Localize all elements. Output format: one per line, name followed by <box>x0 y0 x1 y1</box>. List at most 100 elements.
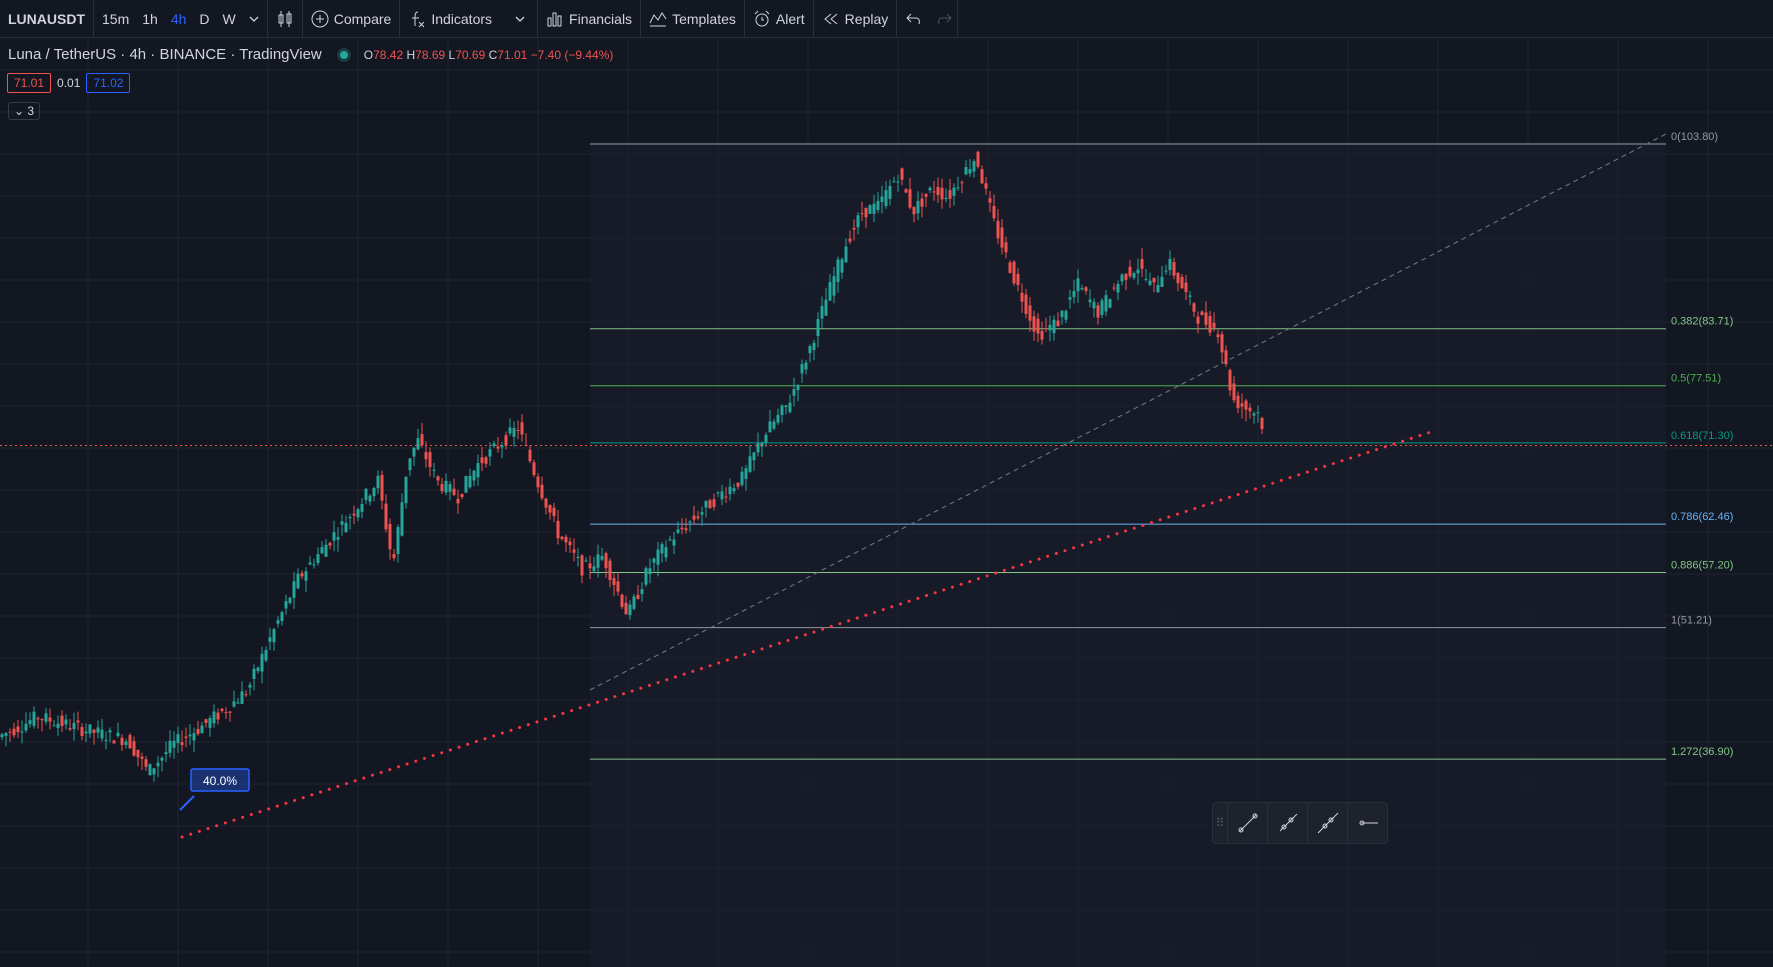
candle-body <box>432 469 436 471</box>
candle-body <box>68 728 72 730</box>
interval-D[interactable]: D <box>199 10 210 27</box>
candle-body <box>968 169 972 174</box>
drag-handle-icon[interactable]: ⠿ <box>1215 816 1225 830</box>
spread-value: 0.01 <box>57 76 81 90</box>
divider <box>93 0 94 38</box>
candle-body <box>540 484 544 499</box>
candle-body <box>404 476 408 504</box>
candle-body <box>1108 299 1112 308</box>
candle-body <box>572 549 576 553</box>
indicators-collapse-button[interactable]: ⌄ 3 <box>8 102 41 120</box>
candle-body <box>1028 305 1032 321</box>
candle-body <box>360 503 364 512</box>
legend-title[interactable]: Luna / TetherUS · 4h · BINANCE · Trading… <box>8 46 322 63</box>
candle-body <box>252 668 256 679</box>
candle-body <box>1192 303 1196 312</box>
interval-W[interactable]: W <box>222 10 236 27</box>
candle-body <box>508 427 512 434</box>
candle-body <box>176 734 180 744</box>
candle-body <box>196 728 200 734</box>
candle-body <box>940 187 944 200</box>
ray-tool-button[interactable] <box>1267 803 1307 843</box>
candle-body <box>1104 295 1108 312</box>
templates-button[interactable]: Templates <box>641 0 744 38</box>
fib-level-label: 1(51.21) <box>1671 615 1712 627</box>
candle-body <box>1060 310 1064 318</box>
candle-body <box>88 724 92 734</box>
replay-button[interactable]: Replay <box>814 0 897 38</box>
plus-circle-icon <box>311 10 329 28</box>
candle-body <box>708 500 712 509</box>
candle-body <box>236 702 240 704</box>
divider <box>957 0 959 38</box>
interval-4h[interactable]: 4h <box>170 10 187 27</box>
candle-body <box>356 509 360 518</box>
candle-body <box>172 740 176 748</box>
chevron-down-icon[interactable] <box>511 10 529 28</box>
redo-button[interactable] <box>931 0 957 38</box>
undo-button[interactable] <box>897 0 931 38</box>
indicators-button[interactable]: Indicators <box>400 0 537 38</box>
candle-body <box>116 732 120 737</box>
alert-label: Alert <box>775 10 805 27</box>
fib-level-label: 0.382(83.71) <box>1671 316 1733 328</box>
candle-body <box>400 502 404 536</box>
candle-body <box>28 720 32 725</box>
candle-body <box>436 476 440 481</box>
candle-body <box>812 342 816 350</box>
candle-body <box>408 458 412 471</box>
candle-body <box>972 161 976 172</box>
candle-body <box>1016 273 1020 286</box>
candle-body <box>888 186 892 199</box>
horizontal-ray-tool-button[interactable] <box>1347 803 1387 843</box>
candle-body <box>1160 276 1164 287</box>
compare-button[interactable]: Compare <box>303 0 400 38</box>
candle-body <box>1072 290 1076 298</box>
candle-body <box>1132 273 1136 278</box>
candle-body <box>144 759 148 767</box>
candle-body <box>1140 259 1144 269</box>
candle-body <box>32 711 36 726</box>
candle-body <box>656 549 660 565</box>
candle-body <box>264 650 268 661</box>
sell-price-button[interactable]: 71.01 <box>7 73 52 93</box>
candle-body <box>296 573 300 589</box>
symbol-search-button[interactable]: LUNAUSDT <box>8 10 85 27</box>
drawing-floating-toolbar: ⠿ <box>1212 802 1388 844</box>
candle-body <box>584 560 588 562</box>
market-status-dot[interactable] <box>339 50 348 59</box>
candle-body <box>1148 280 1152 285</box>
rewind-icon <box>822 10 840 28</box>
interval-group: 15m 1h 4h D W <box>94 0 267 38</box>
candle-body <box>560 536 564 540</box>
candle-body <box>1088 299 1092 303</box>
extended-line-tool-button[interactable] <box>1307 803 1347 843</box>
candle-body <box>792 389 796 396</box>
candle-body <box>204 719 208 723</box>
interval-15m[interactable]: 15m <box>102 10 130 27</box>
candle-body <box>712 499 716 507</box>
bar-chart-icon <box>546 10 564 28</box>
candle-body <box>520 422 524 435</box>
chart-type-button[interactable] <box>268 0 302 38</box>
candle-body <box>364 488 368 500</box>
candle-body <box>724 496 728 498</box>
alert-button[interactable]: Alert <box>745 0 813 38</box>
fib-level-label: 1.272(36.90) <box>1671 746 1733 758</box>
price-chart[interactable]: 0(103.80) 0.382(83.71) 0.5(77.51) 0.618(71.… <box>0 38 1773 967</box>
candle-body <box>4 732 8 736</box>
candle-body <box>76 720 80 723</box>
candle-series <box>0 150 1264 782</box>
candle-body <box>288 597 292 604</box>
candle-body <box>688 521 692 523</box>
trend-line-tool-button[interactable] <box>1227 803 1267 843</box>
divider <box>266 0 268 38</box>
candle-body <box>844 246 848 263</box>
interval-1h[interactable]: 1h <box>142 10 158 27</box>
candle-body <box>104 739 108 741</box>
financials-button[interactable]: Financials <box>538 0 640 38</box>
chevron-down-icon[interactable] <box>245 10 263 28</box>
buy-price-button[interactable]: 71.02 <box>86 73 131 93</box>
replay-label: Replay <box>844 10 889 27</box>
candle-body <box>456 498 460 504</box>
